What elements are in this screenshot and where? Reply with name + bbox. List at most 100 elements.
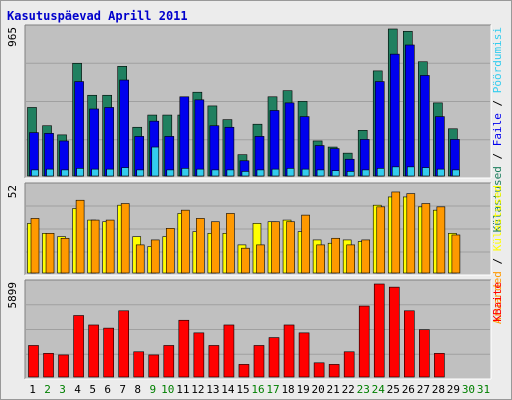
- bar-kbytes: [283, 324, 295, 378]
- x-tick-label: 7: [119, 383, 126, 396]
- x-tick-label: 31: [477, 383, 490, 396]
- bar-reports: [165, 228, 175, 274]
- x-tick-label: 14: [221, 383, 235, 396]
- legend-entry: /: [491, 93, 504, 113]
- bar-hits: [46, 168, 54, 177]
- bar-files: [104, 107, 114, 177]
- bar-files: [299, 116, 310, 177]
- bar-hits: [241, 171, 250, 177]
- x-tick-label: 12: [191, 383, 204, 396]
- bar-reports: [286, 221, 295, 274]
- x-tick-label: 22: [342, 383, 355, 396]
- bar-hits: [181, 168, 190, 177]
- bar-kbytes: [388, 286, 400, 378]
- x-tick-label: 11: [176, 383, 189, 396]
- bar-kbytes: [118, 310, 129, 378]
- x-tick-label: 26: [402, 383, 415, 396]
- bar-kbytes: [148, 354, 160, 378]
- bar-hits: [211, 169, 220, 177]
- legend-top: Külastused / Faile / Pöördumisi: [491, 27, 504, 232]
- x-tick-label: 9: [149, 383, 156, 396]
- bar-reports: [331, 237, 340, 274]
- bar-reports: [60, 237, 70, 274]
- x-tick-label: 5: [89, 383, 96, 396]
- x-tick-label: 18: [281, 383, 294, 396]
- bar-kbytes: [73, 315, 84, 378]
- bar-hits: [361, 169, 370, 177]
- bar-kbytes: [268, 337, 280, 378]
- bar-files: [435, 116, 445, 177]
- bar-reports: [196, 218, 205, 274]
- bar-hits: [286, 168, 295, 177]
- x-tick-label: 20: [312, 383, 325, 396]
- bar-hits: [61, 169, 69, 177]
- bar-kbytes: [88, 324, 99, 378]
- bar-kbytes: [103, 327, 114, 378]
- bar-hits: [316, 169, 325, 177]
- chart-title: Kasutuspäevad Aprill 2011: [7, 9, 188, 23]
- bar-hits: [76, 168, 84, 177]
- bar-reports: [376, 206, 386, 274]
- bar-hits: [166, 169, 175, 177]
- bar-kbytes: [28, 345, 39, 378]
- legend-entry: Aruanded: [491, 271, 504, 324]
- x-tick-label: 21: [327, 383, 340, 396]
- bar-files: [89, 108, 99, 177]
- x-tick-label: 3: [59, 383, 66, 396]
- x-tick-label: 6: [104, 383, 111, 396]
- bar-kbytes: [133, 351, 145, 378]
- bar-reports: [120, 203, 130, 274]
- bar-files: [405, 44, 415, 177]
- x-tick-label: 23: [357, 383, 370, 396]
- legend-entry: /: [491, 146, 504, 166]
- x-tick-label: 16: [251, 383, 264, 396]
- x-tick-label: 19: [296, 383, 309, 396]
- bar-kbytes: [178, 319, 190, 378]
- bar-files: [224, 126, 235, 177]
- legend-entry: Külastused: [491, 166, 504, 232]
- bar-hits: [391, 166, 400, 177]
- bar-kbytes: [58, 354, 69, 378]
- bar-kbytes: [404, 310, 415, 378]
- x-tick-label: 24: [372, 383, 386, 396]
- bar-kbytes: [253, 345, 265, 378]
- bar-reports: [226, 213, 235, 274]
- bar-files: [209, 125, 220, 177]
- bar-hits: [422, 167, 430, 177]
- legend-mid: Aruanded / Külastused: [491, 185, 504, 324]
- bar-reports: [391, 191, 401, 274]
- bar-hits: [376, 168, 385, 177]
- bar-reports: [105, 219, 115, 274]
- x-tick-label: 1: [29, 383, 36, 396]
- bar-files: [389, 53, 400, 177]
- bar-kbytes: [343, 351, 355, 378]
- bar-reports: [406, 193, 416, 274]
- bar-kbytes: [43, 353, 54, 378]
- bar-kbytes: [223, 324, 235, 378]
- bar-files: [179, 96, 190, 177]
- bar-files: [420, 75, 430, 177]
- bar-reports: [75, 199, 85, 274]
- bar-hits: [346, 171, 355, 177]
- bar-reports: [135, 244, 145, 274]
- x-tick-label: 13: [206, 383, 219, 396]
- bar-hits: [31, 169, 39, 177]
- bar-kbytes: [328, 364, 340, 378]
- bar-reports: [241, 247, 250, 274]
- legend-entry: Külastused: [491, 185, 504, 251]
- bar-kbytes: [298, 332, 310, 378]
- x-tick-label: 10: [161, 383, 174, 396]
- bar-hits: [136, 169, 145, 177]
- bar-reports: [90, 219, 100, 274]
- bar-reports: [301, 214, 310, 274]
- x-tick-label: 27: [417, 383, 430, 396]
- bar-hits: [407, 166, 415, 177]
- x-tick-label: 17: [266, 383, 279, 396]
- x-tick-label: 8: [134, 383, 141, 396]
- bar-hits: [196, 168, 205, 177]
- bar-reports: [451, 234, 461, 274]
- legend-entry: Pöördumisi: [491, 27, 504, 93]
- bar-files: [269, 110, 280, 177]
- bar-kbytes: [238, 364, 250, 378]
